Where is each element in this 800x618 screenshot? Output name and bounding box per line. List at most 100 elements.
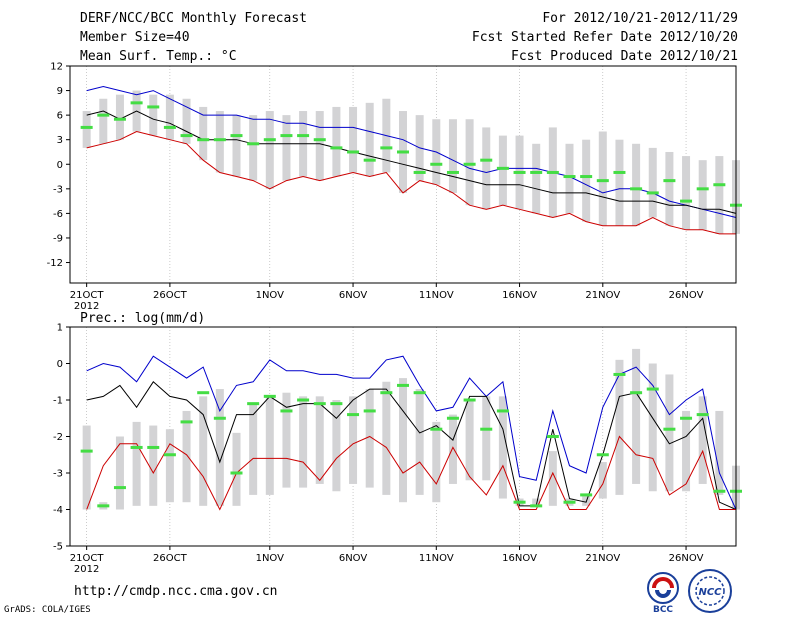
temp-spread-bar xyxy=(282,115,291,181)
prec-spread-bar xyxy=(249,403,258,495)
temp-observed-mark xyxy=(430,162,443,166)
prec-xtick-label: 21OCT xyxy=(70,553,105,564)
forecast-produced-date: Fcst Produced Date 2012/10/21 xyxy=(511,49,738,64)
temp-spread-bar xyxy=(565,143,574,214)
temp-xtick-label: 26NOV xyxy=(669,290,704,301)
temp-ytick-label: 9 xyxy=(57,86,63,97)
temp-observed-mark xyxy=(546,170,559,174)
prec-ytick-label: -2 xyxy=(53,432,63,443)
temp-spread-bar xyxy=(332,106,341,177)
temp-observed-mark xyxy=(330,146,343,150)
temp-observed-mark xyxy=(513,170,526,174)
prec-spread-bar xyxy=(332,400,341,492)
temp-observed-mark xyxy=(163,125,176,129)
prec-observed-mark xyxy=(713,489,726,493)
prec-min-line xyxy=(86,435,736,511)
forecast-period: For 2012/10/21-2012/11/29 xyxy=(542,11,738,26)
bcc-logo-text: BCC xyxy=(653,605,673,614)
temp-spread-bar xyxy=(715,156,724,234)
prec-spread-bar xyxy=(165,429,174,503)
temp-observed-mark xyxy=(580,175,593,179)
temp-observed-mark xyxy=(80,125,93,129)
temp-spread-bar xyxy=(682,156,691,230)
temp-spread-bar xyxy=(598,131,607,226)
prec-xtick-label: 1NOV xyxy=(256,553,285,564)
temp-observed-mark xyxy=(596,179,609,183)
temp-observed-mark xyxy=(496,166,509,170)
prec-spread-bar xyxy=(132,421,141,506)
temp-spread-bar xyxy=(232,115,241,177)
temp-xtick-label: 21NOV xyxy=(585,290,620,301)
prec-observed-mark xyxy=(130,445,143,449)
prec-spread-bar xyxy=(365,389,374,488)
temp-observed-mark xyxy=(297,134,310,138)
temp-spread-bar xyxy=(82,111,91,148)
temp-spread-bar xyxy=(165,94,174,140)
temp-xtick-label: 11NOV xyxy=(419,290,454,301)
temp-spread-bar xyxy=(465,119,474,206)
prec-observed-mark xyxy=(247,402,260,406)
prec-spread-bar xyxy=(215,389,224,506)
temp-observed-mark xyxy=(646,191,659,195)
prec-spread-bar xyxy=(582,494,591,506)
prec-ytick-label: 0 xyxy=(57,359,63,370)
temp-observed-mark xyxy=(530,170,543,174)
prec-observed-mark xyxy=(530,504,543,508)
prec-observed-mark xyxy=(663,427,676,431)
temp-xtick-label: 16NOV xyxy=(502,290,537,301)
prec-observed-mark xyxy=(147,445,160,449)
prec-ytick-label: -1 xyxy=(53,396,63,407)
prec-observed-mark xyxy=(513,500,526,504)
temp-observed-mark xyxy=(130,101,143,105)
precipitation-panel: -5 -4 -3 -2 -1 0 1 21OCT 26OCT 1NOV 6NOV 11NOV 16NOV… xyxy=(53,323,742,575)
prec-observed-mark xyxy=(630,391,643,395)
prec-observed-mark xyxy=(263,394,276,398)
prec-observed-mark xyxy=(696,413,709,417)
temp-xtick-label: 21OCT xyxy=(70,290,105,301)
temp-observed-mark xyxy=(230,134,243,138)
temp-spread-bar xyxy=(182,98,191,144)
temp-observed-mark xyxy=(413,170,426,174)
temp-xtick-label: 1NOV xyxy=(256,290,285,301)
prec-spread-bar xyxy=(665,374,674,492)
temp-ytick-label: -3 xyxy=(53,184,63,195)
precip-panel-title: Prec.: log(mm/d) xyxy=(80,311,205,326)
temp-observed-mark xyxy=(113,117,126,121)
prec-spread-bar xyxy=(265,396,274,495)
prec-spread-bar xyxy=(299,396,308,488)
temp-ytick-label: -6 xyxy=(53,209,63,220)
temp-spread-bar xyxy=(498,135,507,206)
temp-observed-mark xyxy=(213,138,226,142)
temp-observed-mark xyxy=(197,138,210,142)
prec-observed-mark xyxy=(297,398,310,402)
temp-observed-mark xyxy=(180,134,193,138)
temp-spread-bar xyxy=(632,143,641,226)
temperature-panel: -12 -9 -6 -3 0 3 6 9 12 21OCT 26OCT 1NOV 6NOV 11NOV 16… xyxy=(47,62,742,312)
temp-observed-mark xyxy=(613,170,626,174)
temp-observed-mark xyxy=(397,150,409,154)
prec-observed-mark xyxy=(580,493,593,497)
temp-observed-mark xyxy=(680,199,693,203)
prec-observed-mark xyxy=(80,449,93,453)
temp-spread-bar xyxy=(582,139,591,222)
prec-xtick-label: 6NOV xyxy=(339,553,368,564)
temp-observed-mark xyxy=(630,187,643,191)
prec-observed-mark xyxy=(397,383,409,387)
prec-ytick-label: -5 xyxy=(53,542,63,553)
prec-spread-bar xyxy=(382,381,391,495)
ncc-logo-text: NCC xyxy=(698,587,722,598)
prec-mean-line xyxy=(86,381,737,510)
prec-spread-bar xyxy=(465,400,474,481)
prec-spread-bar xyxy=(232,432,241,506)
prec-spread-bar xyxy=(648,363,657,492)
prec-observed-mark xyxy=(613,372,626,376)
prec-observed-mark xyxy=(380,391,393,395)
ncc-logo: NCC xyxy=(688,569,732,613)
prec-xtick-label: 26OCT xyxy=(153,553,188,564)
temp-ytick-label: -12 xyxy=(47,258,63,269)
temp-ytick-label: 12 xyxy=(50,62,63,73)
temp-spread-bar xyxy=(99,98,108,144)
prec-spread-bar xyxy=(598,462,607,499)
temp-spread-bar xyxy=(115,94,124,140)
prec-ytick-label: 1 xyxy=(57,323,63,334)
